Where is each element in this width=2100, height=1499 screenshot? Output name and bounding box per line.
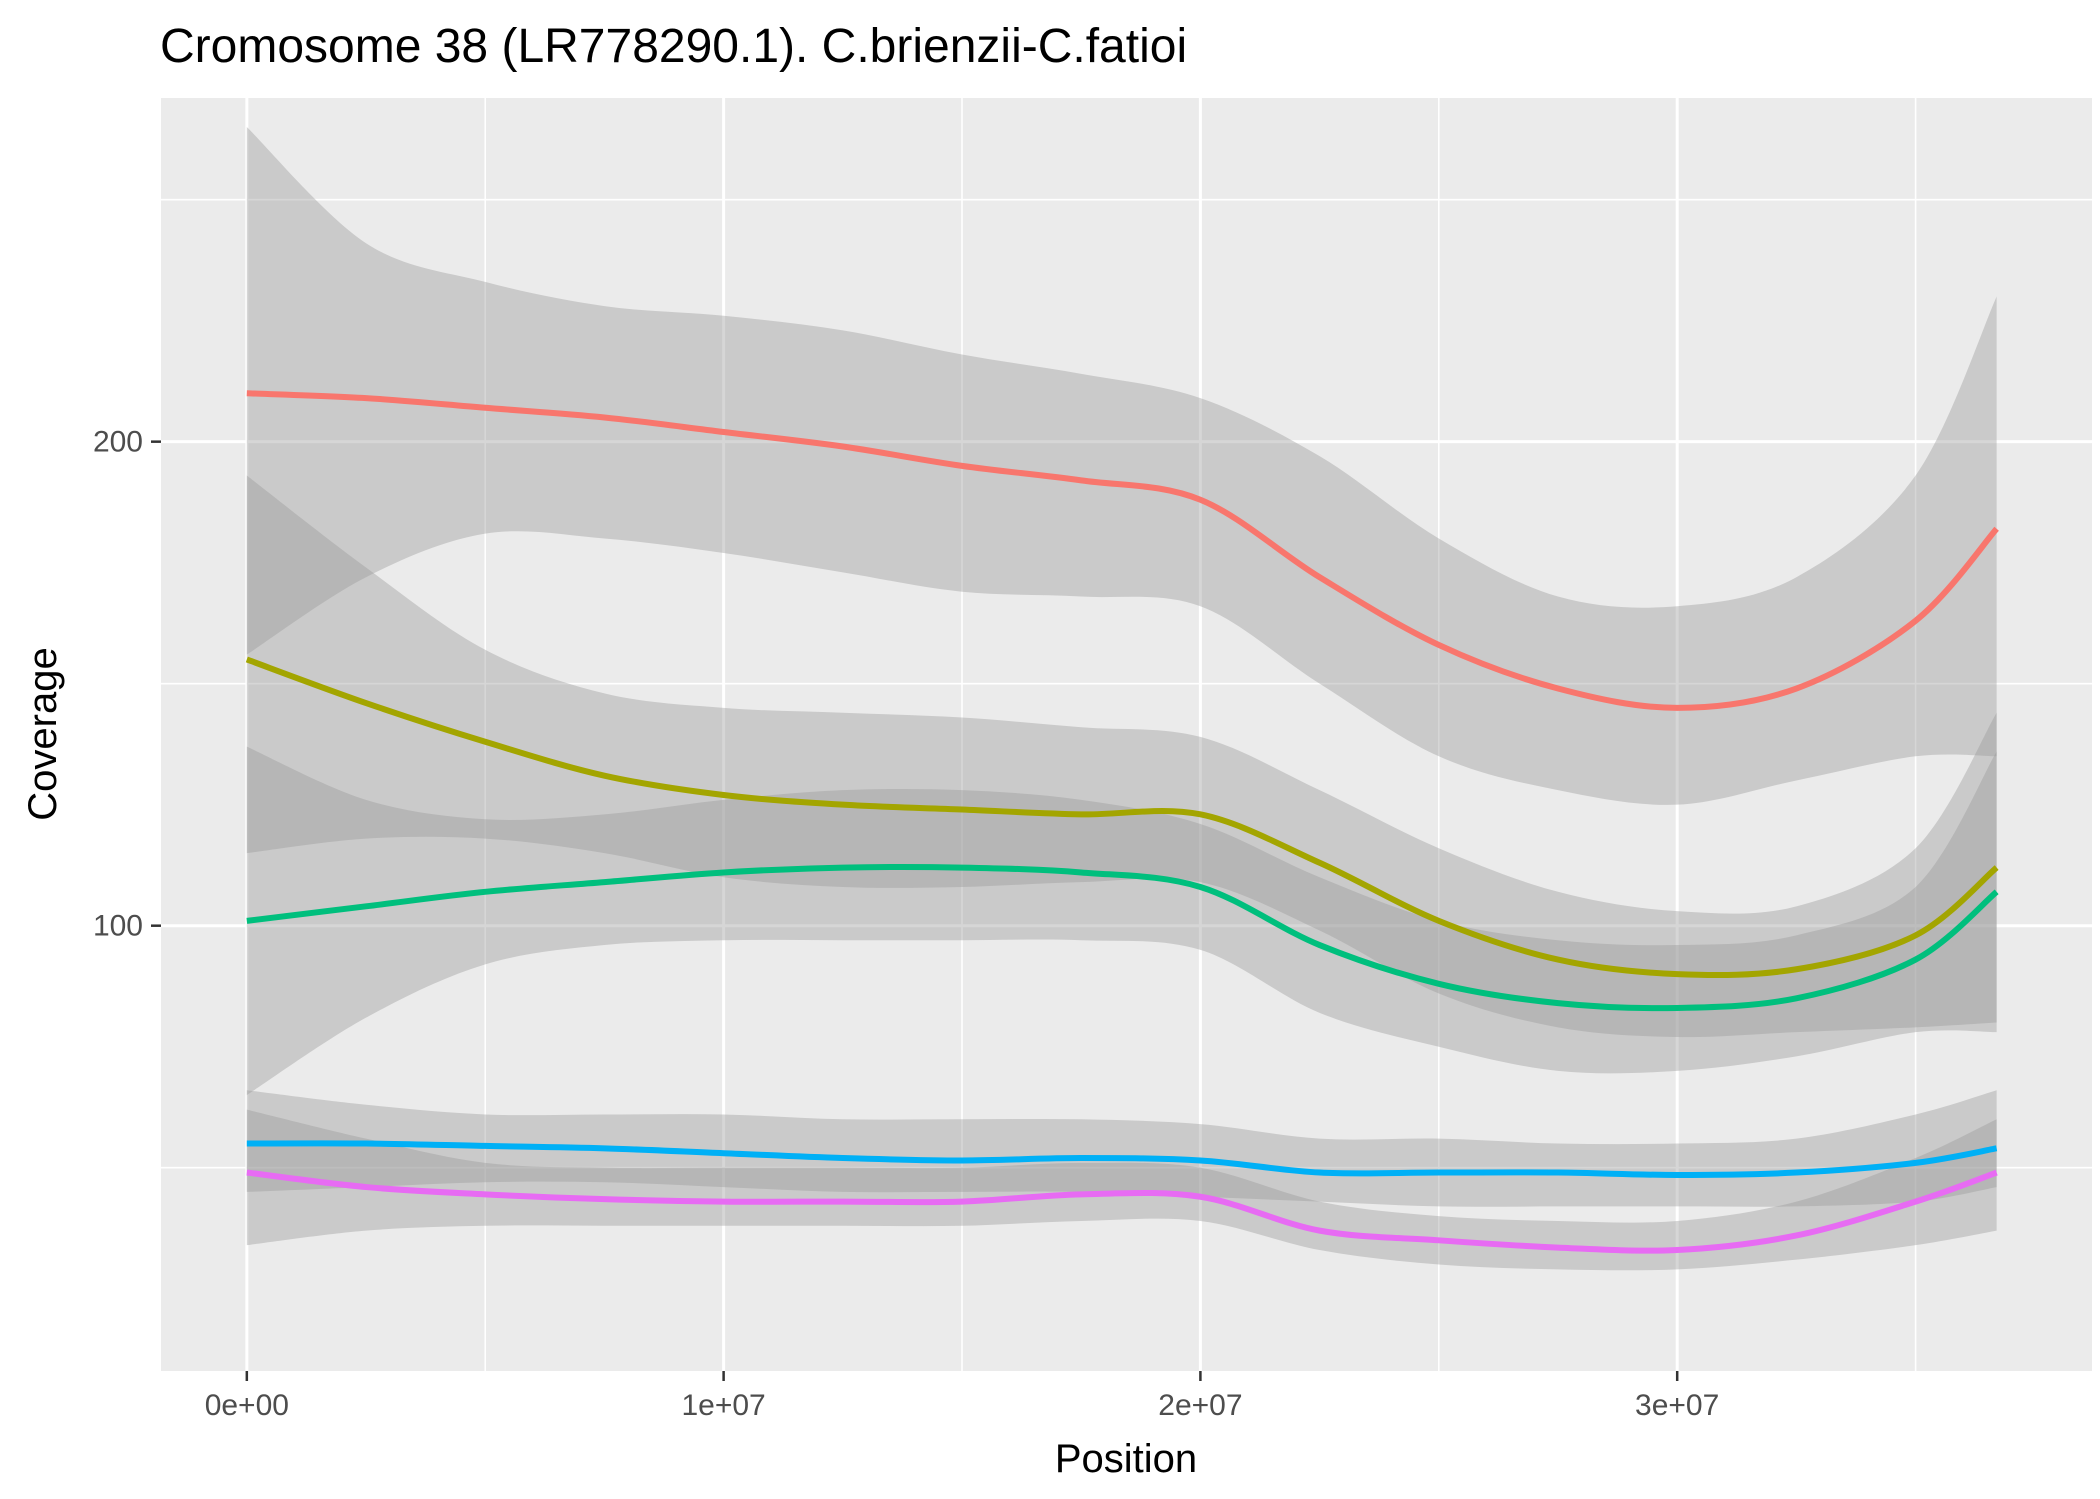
y-tick-label: 100	[93, 910, 143, 943]
x-tick-label: 2e+07	[1158, 1389, 1242, 1422]
series-4-line	[246, 1140, 1998, 1178]
x-axis: 0e+00 1e+07 2e+07 3e+07	[205, 1371, 1719, 1422]
x-axis-title: Position	[1055, 1437, 1197, 1481]
chart-title: Cromosome 38 (LR778290.1). C.brienzii-C.…	[160, 20, 1187, 73]
series-3-line	[246, 864, 1999, 1012]
y-axis-title: Coverage	[21, 647, 65, 820]
series-2-confidence-ribbon	[246, 475, 1997, 1038]
y-tick-label: 200	[93, 426, 143, 459]
confidence-ribbons	[246, 127, 1997, 1271]
series-5-line	[246, 1169, 1998, 1254]
x-tick-label: 3e+07	[1635, 1389, 1719, 1422]
series-1-confidence-ribbon	[246, 127, 1997, 805]
x-tick-label: 1e+07	[681, 1389, 765, 1422]
series-lines	[245, 390, 1999, 1254]
x-tick-label: 0e+00	[205, 1389, 289, 1422]
series-5-confidence-ribbon	[246, 1109, 1997, 1271]
y-axis: 100 200	[93, 426, 161, 943]
series-3-confidence-ribbon	[246, 746, 1997, 1096]
series-4-confidence-ribbon	[246, 1090, 1997, 1207]
series-2-line	[245, 656, 1999, 978]
minor-gridlines	[161, 98, 2092, 1371]
series-1-line	[246, 390, 1999, 711]
